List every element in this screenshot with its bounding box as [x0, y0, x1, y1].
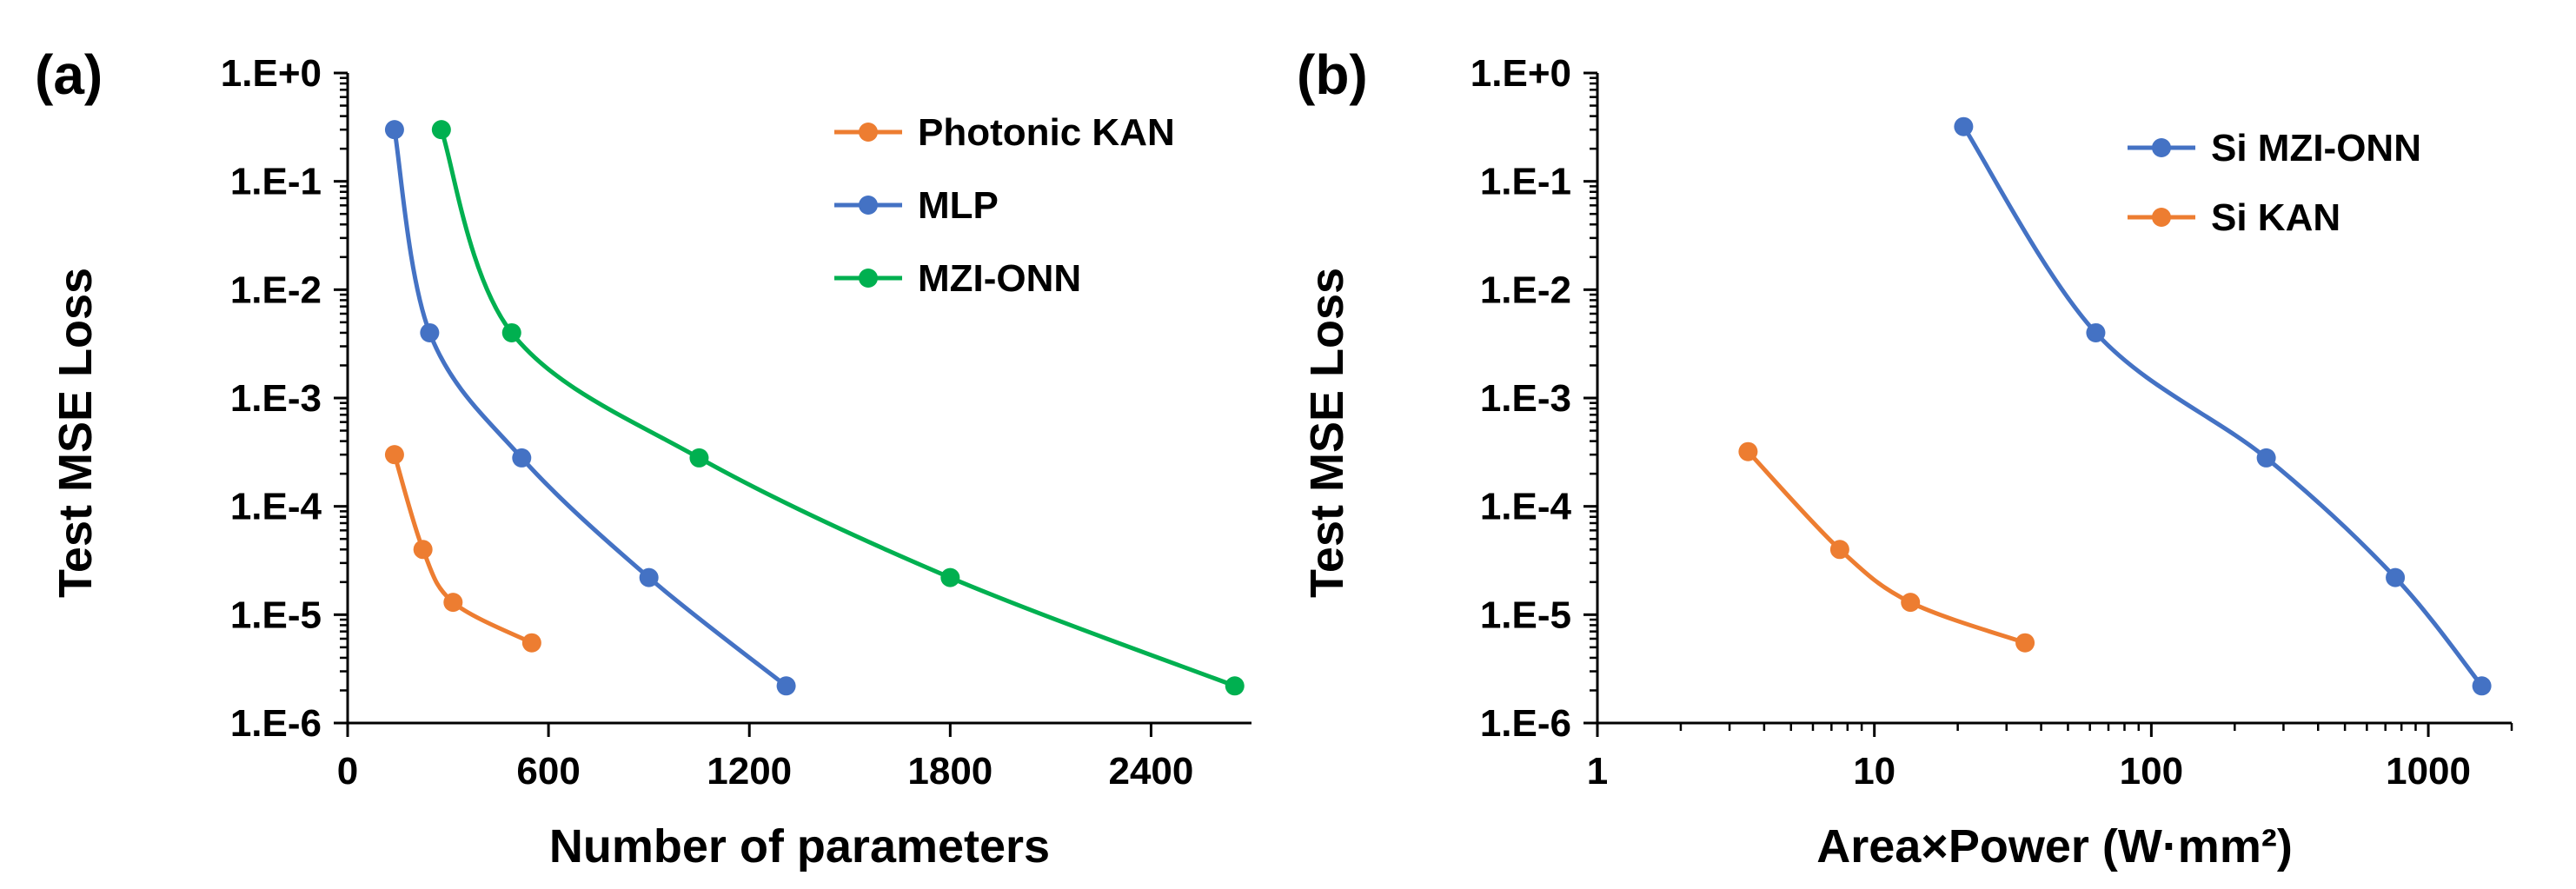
x-tick-label: 1 — [1587, 750, 1608, 793]
y-tick-label: 1.E-5 — [230, 594, 322, 636]
x-tick-label: 10 — [1853, 750, 1895, 793]
y-axis-title: Test MSE Loss — [50, 268, 102, 598]
panel-a: 1.E-6 1.E-5 1.E-4 1.E-3 1.E-2 1.E-1 1.E+0 0 600 1… — [35, 43, 1251, 872]
y-tick-label: 1.E-2 — [230, 269, 322, 311]
legend-marker — [859, 196, 878, 215]
legend-label: Photonic KAN — [918, 111, 1175, 154]
data-point — [501, 322, 521, 342]
y-tick-label: 1.E-3 — [1480, 377, 1571, 420]
x-tick-label: 1200 — [707, 750, 792, 793]
data-point — [431, 120, 451, 140]
legend-marker — [2152, 138, 2171, 157]
series-line-photonic-kan — [392, 454, 533, 645]
x-tick-label: 1000 — [2386, 750, 2471, 793]
x-axis-title: Number of parameters — [549, 820, 1050, 872]
panel-label: (b) — [1297, 43, 1368, 106]
legend-label: MZI-ONN — [918, 257, 1081, 300]
y-tick-label: 1.E-1 — [1480, 161, 1571, 203]
y-tick-label: 1.E-4 — [1480, 486, 1572, 528]
y-tick-label: 1.E-2 — [1480, 269, 1571, 311]
series-line-mzi-onn — [439, 129, 1236, 688]
y-tick-label: 1.E-6 — [1480, 702, 1571, 745]
legend-marker — [859, 269, 878, 288]
data-point — [413, 540, 433, 560]
series-line-si-mzi-onn — [1962, 125, 2484, 687]
x-tick-label: 600 — [516, 750, 580, 793]
data-point — [2386, 567, 2406, 587]
legend-label: Si MZI-ONN — [2211, 127, 2421, 169]
data-point — [420, 322, 440, 342]
data-point — [2015, 633, 2035, 653]
legend-label: MLP — [918, 184, 999, 227]
data-point — [940, 567, 960, 587]
panel-b: 1.E-6 1.E-5 1.E-4 1.E-3 1.E-2 1.E-1 1.E+0 1 10 10… — [1297, 43, 2513, 872]
data-point — [1901, 593, 1921, 613]
y-tick-label: 1.E-4 — [230, 486, 322, 528]
y-tick-label: 1.E-6 — [230, 702, 322, 745]
data-point — [384, 120, 404, 140]
data-point — [639, 567, 659, 587]
data-point — [2086, 322, 2106, 342]
data-point — [1738, 441, 1758, 461]
x-tick-label: 0 — [337, 750, 358, 793]
data-point — [521, 633, 541, 653]
series-line-si-kan — [1746, 449, 2026, 646]
data-point — [2472, 676, 2492, 696]
y-tick-label: 1.E-3 — [230, 377, 322, 420]
y-tick-label: 1.E+0 — [221, 52, 322, 95]
legend-marker — [2152, 208, 2171, 227]
data-point — [443, 593, 463, 613]
legend-marker — [859, 123, 878, 142]
data-point — [384, 445, 404, 465]
data-point — [1829, 540, 1849, 560]
y-tick-label: 1.E+0 — [1471, 52, 1571, 95]
y-axis-title: Test MSE Loss — [1301, 268, 1353, 598]
legend-label: Si KAN — [2211, 196, 2340, 239]
data-point — [2256, 448, 2276, 468]
x-tick-label: 2400 — [1108, 750, 1193, 793]
data-point — [1954, 116, 1974, 136]
x-axis-title: Area×Power (W·mm²) — [1816, 820, 2293, 872]
y-tick-label: 1.E-5 — [1480, 594, 1571, 636]
data-point — [776, 676, 796, 696]
data-point — [689, 448, 709, 468]
data-point — [1225, 676, 1245, 696]
x-tick-label: 1800 — [907, 750, 993, 793]
panel-label: (a) — [35, 43, 103, 106]
x-tick-label: 100 — [2120, 750, 2183, 793]
y-tick-label: 1.E-1 — [230, 161, 322, 203]
data-point — [512, 448, 532, 468]
